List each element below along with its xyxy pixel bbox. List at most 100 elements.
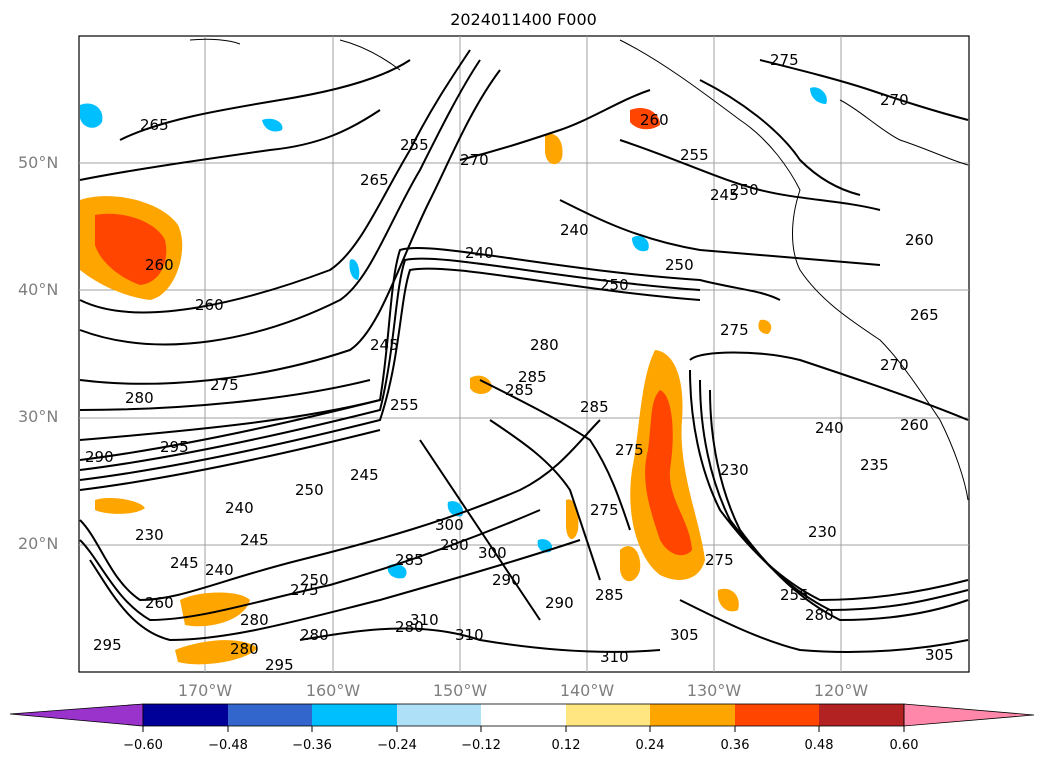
colorbar-segment <box>481 704 566 726</box>
positive-anomaly-w2 <box>95 497 145 514</box>
colorbar-segment <box>650 704 735 726</box>
contour-label: 275 <box>210 376 239 394</box>
contour-label: 275 <box>590 501 619 519</box>
colorbar-tick-label: −0.24 <box>377 738 417 753</box>
colorbar-outline <box>142 703 905 727</box>
contour-label: 265 <box>360 171 389 189</box>
contour-label: 260 <box>900 416 929 434</box>
map-title: 2024011400 F000 <box>450 10 597 29</box>
positive-anomaly-e1 <box>758 319 772 334</box>
contour-label: 240 <box>205 561 234 579</box>
positive-anomaly-e2 <box>717 588 739 612</box>
contour-label: 290 <box>85 448 114 466</box>
contour-label: 290 <box>492 571 521 589</box>
negative-anomaly-2 <box>262 118 283 132</box>
positive-anomaly-band-core <box>645 390 692 556</box>
contour-label: 295 <box>160 438 189 456</box>
contour-label: 280 <box>440 536 469 554</box>
colorbar-tick-label: 0.12 <box>551 738 581 753</box>
positive-anomaly-n2 <box>630 107 660 130</box>
contour-label: 280 <box>240 611 269 629</box>
contour-label: 290 <box>545 594 574 612</box>
contour-label: 275 <box>770 51 799 69</box>
contour-label: 235 <box>860 456 889 474</box>
contour-label: 295 <box>265 656 294 674</box>
contour-label: 230 <box>720 461 749 479</box>
contour-label: 260 <box>195 296 224 314</box>
contour-label: 275 <box>615 441 644 459</box>
contour-label: 310 <box>455 626 484 644</box>
contour-label: 255 <box>390 396 419 414</box>
map-frame <box>78 35 970 673</box>
colorbar-segment <box>819 704 904 726</box>
negative-anomaly-3 <box>810 87 827 104</box>
contour-label: 275 <box>705 551 734 569</box>
contour-label: 280 <box>300 626 329 644</box>
contour-label: 280 <box>125 389 154 407</box>
contour-label: 250 <box>600 276 629 294</box>
positive-anomaly-c2 <box>566 499 579 540</box>
colorbar-tick-label: 0.36 <box>720 738 750 753</box>
colorbar <box>9 703 1035 732</box>
contour-label: 240 <box>465 244 494 262</box>
lat-label-20n: 20°N <box>18 534 59 553</box>
colorbar-max-extend <box>903 703 1035 727</box>
colorbar-tick-label: 0.24 <box>635 738 665 753</box>
contour-labels: 265 255 260 265 270 275 260 270 275 260 … <box>85 51 954 674</box>
colorbar-tick-label: −0.48 <box>208 738 248 753</box>
colorbar-segment <box>228 704 312 726</box>
positive-anomaly-n1 <box>545 133 563 165</box>
contour-label: 265 <box>140 116 169 134</box>
lat-label-40n: 40°N <box>18 280 59 299</box>
contour-label: 250 <box>295 481 324 499</box>
contour-label: 280 <box>230 640 259 658</box>
contour-label: 280 <box>530 336 559 354</box>
contour-label: 275 <box>720 321 749 339</box>
colorbar-tick-label: −0.36 <box>292 738 332 753</box>
contour-lines <box>79 49 969 653</box>
anomaly-fills <box>80 87 827 665</box>
contour-label: 280 <box>395 618 424 636</box>
colorbar-segment <box>566 704 650 726</box>
contour-label: 260 <box>145 256 174 274</box>
contour-label: 230 <box>808 523 837 541</box>
lon-label-140w: 140°W <box>559 681 615 700</box>
contour-label: 310 <box>600 648 629 666</box>
positive-anomaly-s <box>175 640 258 665</box>
colorbar-segment <box>735 704 819 726</box>
contour-label: 300 <box>478 544 507 562</box>
contour-label: 245 <box>350 466 379 484</box>
negative-anomaly-7 <box>349 259 360 280</box>
colorbar-segment <box>143 704 228 726</box>
contour-label: 245 <box>370 336 399 354</box>
contour-label: 275 <box>290 581 319 599</box>
contour-label: 285 <box>580 398 609 416</box>
lat-label-30n: 30°N <box>18 407 59 426</box>
contour-label: 260 <box>905 231 934 249</box>
negative-anomaly-5 <box>447 501 464 517</box>
contour-label: 285 <box>595 586 624 604</box>
contour-label: 260 <box>640 111 669 129</box>
lat-label-50n: 50°N <box>18 153 59 172</box>
gridlines <box>79 36 969 672</box>
negative-anomaly-6 <box>387 564 407 579</box>
positive-anomaly-west-core <box>95 213 167 285</box>
contour-label: 270 <box>460 151 489 169</box>
contour-label: 255 <box>400 136 429 154</box>
coastline <box>189 38 969 501</box>
contour-label: 245 <box>710 186 739 204</box>
contour-label: 300 <box>435 516 464 534</box>
negative-anomaly-1 <box>80 103 103 128</box>
contour-label: 310 <box>410 611 439 629</box>
contour-label: 285 <box>518 368 547 386</box>
positive-anomaly-sw <box>180 592 250 627</box>
contour-label: 255 <box>680 146 709 164</box>
colorbar-tick-label: 0.48 <box>804 738 834 753</box>
colorbar-segment <box>312 704 397 726</box>
contour-label: 295 <box>93 636 122 654</box>
contour-label: 280 <box>805 606 834 624</box>
contour-label: 240 <box>225 499 254 517</box>
contour-label: 240 <box>560 221 589 239</box>
contour-label: 305 <box>925 646 954 664</box>
